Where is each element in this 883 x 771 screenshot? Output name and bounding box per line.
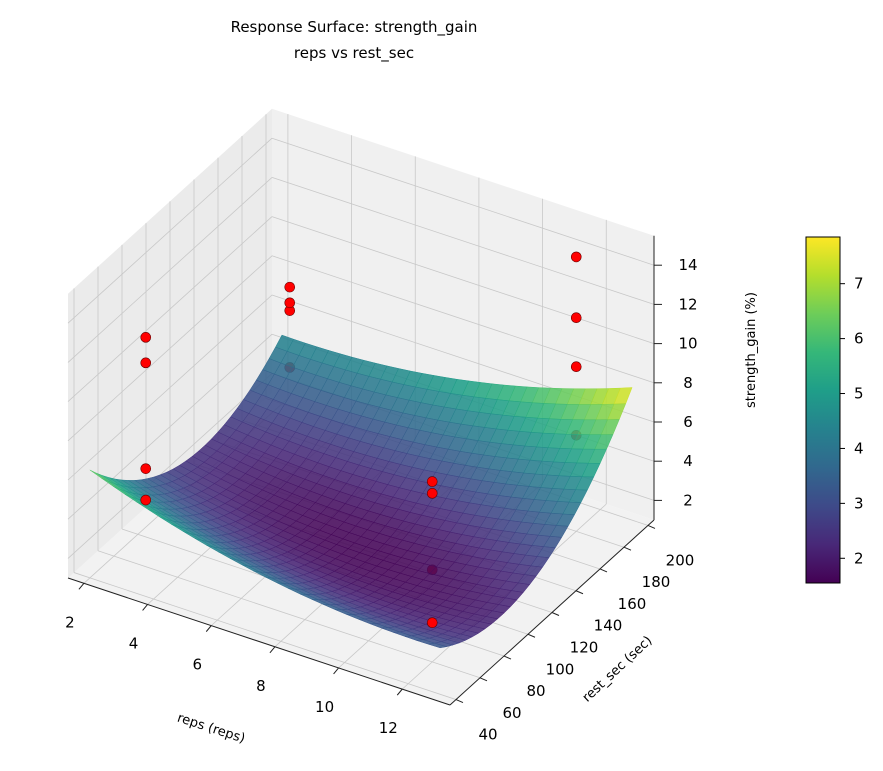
gridline-z <box>67 137 273 324</box>
y-tick-label: 80 <box>526 682 545 700</box>
x-tick <box>269 646 276 654</box>
y-tick-label: 100 <box>546 660 575 678</box>
gridline-z <box>67 333 273 520</box>
y-tick <box>551 612 560 616</box>
x-axis-line <box>67 577 451 706</box>
x-tick <box>333 667 339 675</box>
x-tick <box>142 604 148 611</box>
z-tick-label: 4 <box>683 452 693 470</box>
surface-patch <box>428 642 447 649</box>
y-tick-label: 120 <box>570 639 599 657</box>
colorbar-tick-label: 7 <box>854 275 864 293</box>
gridline-z <box>271 255 655 384</box>
z-tick-label: 8 <box>683 374 693 392</box>
gridline-z <box>67 294 273 481</box>
y-tick <box>575 590 584 595</box>
colorbar-gradient <box>805 236 841 584</box>
y-tick-label: 180 <box>642 573 671 591</box>
data-point <box>426 488 438 499</box>
z-tick-label: 10 <box>678 335 697 353</box>
y-tick <box>503 655 512 660</box>
data-point <box>570 361 582 372</box>
z-tick-label: 2 <box>683 491 693 509</box>
colorbar: 2 3 4 5 6 7 <box>805 236 864 584</box>
data-point <box>140 332 152 343</box>
colorbar-tick-label: 4 <box>854 439 864 457</box>
x-tick <box>205 625 212 632</box>
x-tick-label: 10 <box>315 698 334 716</box>
x-axis-label: reps (reps) <box>175 711 247 747</box>
colorbar-tick-label: 3 <box>854 494 864 512</box>
gridline-z <box>271 137 655 266</box>
y-tick <box>647 524 656 529</box>
x-tick <box>78 582 85 590</box>
y-tick <box>599 568 608 573</box>
y-tick-label: 160 <box>618 595 647 613</box>
gridline-z <box>67 216 273 402</box>
y-tick-label: 40 <box>478 726 497 744</box>
data-point <box>570 312 582 323</box>
data-point <box>140 494 152 506</box>
colorbar-tick-label: 6 <box>854 330 864 348</box>
y-tick <box>479 677 488 682</box>
colorbar-tick-label: 5 <box>854 385 864 403</box>
data-point <box>140 463 152 474</box>
z-tick-label: 14 <box>678 256 697 274</box>
y-tick-label: 140 <box>594 617 623 635</box>
colorbar-tick-label: 2 <box>854 549 864 567</box>
gridline-z <box>67 255 273 442</box>
y-tick <box>623 546 632 551</box>
x-tick-label: 12 <box>379 719 398 737</box>
gridline-z <box>271 216 655 344</box>
gridline-y <box>97 550 481 679</box>
x-tick-label: 2 <box>65 613 75 631</box>
gridline-y <box>73 572 457 700</box>
gridline-z <box>271 177 655 305</box>
y-tick <box>527 633 536 638</box>
gridline-z <box>67 177 273 363</box>
visible-points <box>140 251 582 629</box>
x-tick-label: 8 <box>256 677 266 695</box>
z-tick-label: 6 <box>683 413 693 431</box>
chart-subtitle: reps vs rest_sec <box>294 44 414 63</box>
x-tick-label: 4 <box>129 634 139 652</box>
chart-title: Response Surface: strength_gain <box>231 18 478 37</box>
data-point <box>140 357 152 369</box>
data-point <box>284 297 296 309</box>
response-surface <box>89 334 633 649</box>
y-tick-label: 60 <box>502 704 521 722</box>
x-tick <box>396 688 403 696</box>
z-tick-label: 12 <box>678 295 697 313</box>
data-point <box>426 617 438 629</box>
data-point <box>570 251 582 263</box>
gridline-z <box>67 373 273 559</box>
data-point <box>284 281 296 293</box>
y-tick-label: 200 <box>666 551 695 569</box>
data-point <box>426 476 438 487</box>
y-tick <box>455 699 464 704</box>
z-axis-label: strength_gain (%) <box>744 292 759 408</box>
x-tick-label: 6 <box>192 656 202 674</box>
